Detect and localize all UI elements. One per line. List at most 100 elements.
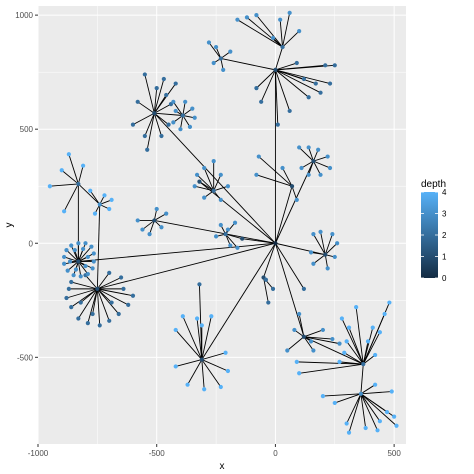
node-point bbox=[199, 357, 204, 362]
network-edge bbox=[187, 359, 203, 385]
node-point bbox=[263, 277, 269, 282]
network-edge bbox=[282, 167, 293, 187]
network-edge bbox=[275, 69, 309, 98]
node-point bbox=[301, 76, 307, 82]
node-point bbox=[126, 302, 131, 307]
network-edge bbox=[77, 248, 84, 262]
network-edge bbox=[201, 316, 212, 360]
node-point bbox=[287, 10, 292, 15]
y-tick-label: 500 bbox=[20, 125, 34, 134]
node-point bbox=[85, 254, 90, 260]
network-edge bbox=[85, 274, 98, 290]
network-edge bbox=[154, 213, 167, 221]
node-point bbox=[173, 364, 178, 369]
network-edge bbox=[303, 336, 340, 345]
node-point bbox=[330, 232, 335, 237]
node-point bbox=[69, 305, 74, 310]
node-point bbox=[384, 409, 390, 415]
node-point bbox=[213, 234, 219, 239]
network-edge bbox=[172, 101, 184, 116]
node-point bbox=[325, 154, 330, 159]
node-point bbox=[88, 188, 93, 193]
network-edge bbox=[137, 101, 155, 114]
node-point bbox=[142, 72, 147, 77]
node-point bbox=[311, 261, 316, 266]
network-edge bbox=[77, 165, 84, 185]
node-point bbox=[91, 251, 96, 256]
node-point bbox=[121, 286, 126, 291]
network-edge bbox=[77, 288, 98, 319]
x-axis-ticks: -1000 -500 0 500 bbox=[28, 444, 401, 458]
network-edge bbox=[274, 46, 283, 71]
network-edge bbox=[67, 261, 79, 271]
node-point bbox=[173, 108, 178, 114]
grid-minor-lines bbox=[38, 6, 406, 444]
node-point bbox=[89, 244, 94, 249]
node-point bbox=[382, 311, 387, 317]
node-point bbox=[327, 81, 333, 86]
node-point bbox=[130, 293, 136, 298]
network-edge bbox=[199, 181, 214, 192]
node-point bbox=[81, 246, 86, 252]
node-point bbox=[294, 60, 299, 66]
node-point bbox=[109, 300, 114, 305]
node-point bbox=[76, 316, 81, 321]
network-edge bbox=[313, 160, 321, 176]
node-point bbox=[311, 159, 316, 164]
node-point bbox=[152, 218, 157, 223]
node-point bbox=[171, 120, 176, 125]
node-point bbox=[254, 86, 259, 91]
node-point bbox=[375, 428, 380, 433]
network-edge bbox=[246, 17, 283, 48]
network-edge bbox=[362, 332, 381, 365]
network-edge bbox=[237, 19, 283, 48]
node-point bbox=[297, 371, 302, 376]
node-point bbox=[287, 108, 292, 114]
network-edge bbox=[208, 42, 222, 59]
node-point bbox=[140, 227, 145, 232]
network-edge bbox=[63, 256, 79, 262]
network-edge bbox=[213, 174, 222, 191]
node-point bbox=[202, 195, 207, 200]
network-edge bbox=[87, 288, 98, 324]
node-point bbox=[270, 35, 276, 41]
network-edge bbox=[272, 37, 283, 48]
network-edge bbox=[360, 393, 381, 422]
node-point bbox=[325, 266, 330, 271]
node-point bbox=[145, 147, 150, 152]
network-edge bbox=[154, 112, 169, 125]
node-point bbox=[318, 90, 323, 95]
node-point bbox=[180, 314, 185, 319]
node-point bbox=[259, 99, 264, 104]
node-point bbox=[107, 270, 112, 276]
node-point bbox=[164, 211, 169, 216]
node-point bbox=[178, 127, 183, 132]
network-edge bbox=[175, 329, 203, 360]
network-edge bbox=[282, 30, 300, 48]
network-edge bbox=[182, 101, 186, 116]
node-point bbox=[275, 122, 280, 127]
x-tick-label: 500 bbox=[387, 449, 401, 458]
node-point bbox=[142, 133, 147, 139]
network-edge bbox=[344, 352, 364, 365]
network-edge bbox=[68, 154, 79, 185]
network-edge bbox=[282, 12, 291, 48]
legend-label: 3 bbox=[442, 210, 447, 219]
network-edge bbox=[63, 183, 79, 212]
network-edge bbox=[203, 167, 215, 191]
node-point bbox=[154, 206, 159, 212]
node-point bbox=[292, 327, 297, 333]
node-point bbox=[280, 165, 285, 171]
node-point bbox=[225, 368, 231, 374]
node-point bbox=[320, 327, 326, 333]
node-point bbox=[66, 152, 71, 157]
node-point bbox=[194, 316, 200, 321]
network-edge bbox=[303, 329, 324, 338]
network-edge bbox=[175, 359, 202, 367]
network-edge bbox=[313, 233, 326, 255]
node-point bbox=[228, 49, 233, 54]
network-edge bbox=[274, 243, 305, 337]
node-point bbox=[47, 184, 52, 189]
node-point bbox=[273, 241, 278, 246]
network-edge bbox=[154, 103, 172, 114]
